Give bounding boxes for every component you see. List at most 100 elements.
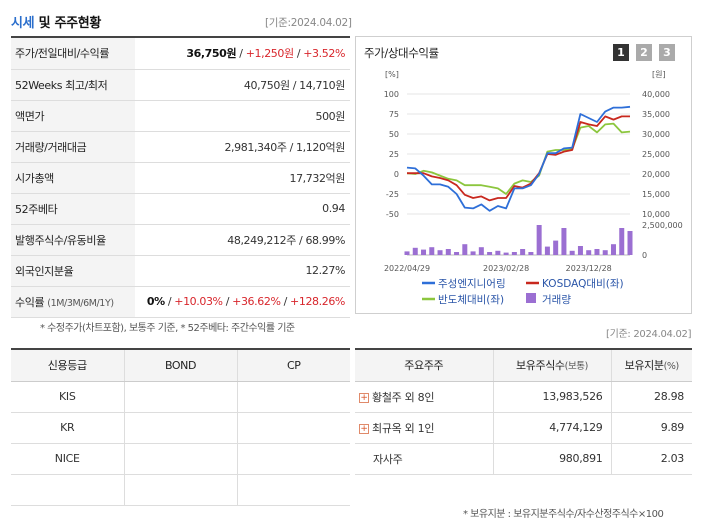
- row-value: 500원: [135, 100, 350, 132]
- holders-footnote: * 보유지분 : 보유지분주식수/자수산정주식수×100: [463, 509, 664, 520]
- cp-rating: [236, 381, 350, 413]
- right-tick-label: 15,000: [642, 190, 670, 199]
- x-tick-label: 2023/02/28: [483, 264, 529, 273]
- table-row: [11, 474, 350, 506]
- table-row: 발행주식수/유동비율 48,249,212주 / 68.99%: [11, 224, 350, 256]
- volume-bar: [445, 249, 451, 255]
- col-header: 주요주주: [355, 348, 493, 382]
- agency-name: KIS: [11, 381, 124, 413]
- row-label: 52주베타: [11, 193, 135, 225]
- table-row: KR: [11, 412, 350, 444]
- legend-label: 주성엔지니어링: [438, 278, 506, 290]
- chart-panel: [355, 36, 692, 314]
- legend-swatch: [526, 293, 536, 303]
- volume-bar: [495, 250, 501, 255]
- table-row: NICE: [11, 443, 350, 475]
- row-label: 발행주식수/유동비율: [11, 224, 135, 256]
- col-header-main: 보유주식수: [516, 359, 565, 373]
- holders-base-date: [기준: 2024.04.02]: [606, 329, 692, 340]
- volume-bar: [561, 228, 567, 255]
- return-1m: 0%: [146, 295, 165, 308]
- table-row: 외국인지분율 12.27%: [11, 255, 350, 287]
- chart-page-3-button[interactable]: 3: [659, 44, 675, 61]
- table-row: 52주베타 0.94: [11, 193, 350, 225]
- left-axis-unit: [%]: [385, 70, 399, 79]
- agency-name: [11, 474, 124, 506]
- chart-page-1-button[interactable]: 1: [613, 44, 629, 61]
- row-value: 17,732억원: [135, 162, 350, 194]
- expand-icon[interactable]: +: [359, 423, 369, 434]
- right-tick-label: 25,000: [642, 150, 670, 159]
- volume-bar: [454, 252, 460, 255]
- volume-bar: [470, 251, 476, 255]
- holder-cell: 자사주: [355, 443, 493, 475]
- col-header-sub: (보통): [564, 361, 589, 373]
- row-value: 40,750원 / 14,710원: [135, 69, 350, 101]
- volume-bar: [544, 246, 550, 255]
- row-label: 거래량/거래대금: [11, 131, 135, 163]
- return-6m: +36.62%: [232, 295, 281, 308]
- agency-name: NICE: [11, 443, 124, 475]
- table-header-row: 신용등급 BOND CP: [11, 348, 350, 382]
- table-row: + 황철주 외 8인 13,983,526 28.98: [355, 381, 692, 413]
- left-tick-label: 100: [384, 90, 399, 99]
- right-tick-label: 10,000: [642, 210, 670, 219]
- holder-shares: 980,891: [492, 443, 611, 475]
- table-row: 거래량/거래대금 2,981,340주 / 1,120억원: [11, 131, 350, 163]
- table-row: 주가/전일대비/수익률 36,750원 / +1,250원 / +3.52%: [11, 38, 350, 70]
- volume-bar: [602, 250, 608, 255]
- footnote: * 수정주가(차트포함), 보통주 기준, * 52주베타: 주간수익률 기준: [40, 323, 295, 334]
- title-shareholders: 및 주주현황: [38, 16, 102, 31]
- volume-bars: [404, 225, 633, 255]
- volume-bar: [528, 252, 534, 255]
- row-label: 수익률 (1M/3M/6M/1Y): [11, 286, 135, 318]
- table-row: 52Weeks 최고/최저 40,750원 / 14,710원: [11, 69, 350, 101]
- right-tick-label: 40,000: [642, 90, 670, 99]
- holder-name: 황철주 외 8인: [372, 390, 435, 404]
- bond-rating: [123, 443, 237, 475]
- left-tick-label: -25: [386, 190, 399, 199]
- bond-rating: [123, 412, 237, 444]
- series-line: [406, 122, 631, 195]
- left-tick-label: 0: [394, 170, 399, 179]
- series-line: [406, 105, 631, 212]
- series-line: [407, 115, 630, 202]
- volume-bar: [429, 247, 435, 255]
- axis-ticks: 100 40,000 75 35,000 50 30,000 25 25,000 0 20,000…: [384, 90, 683, 273]
- x-tick-label: 2023/12/28: [566, 264, 612, 273]
- table-row: 수익률 (1M/3M/6M/1Y) 0% / +10.03% / +36.62%…: [11, 286, 350, 318]
- right-tick-label: 30,000: [642, 130, 670, 139]
- row-value: 2,981,340주 / 1,120억원: [135, 131, 350, 163]
- cp-rating: [236, 474, 350, 506]
- volume-bar: [577, 246, 583, 255]
- expand-icon[interactable]: +: [359, 392, 369, 403]
- price-change-rate: +3.52%: [303, 47, 345, 61]
- row-label: 52Weeks 최고/최저: [11, 69, 135, 101]
- returns-periods: (1M/3M/6M/1Y): [47, 297, 114, 309]
- price-change: +1,250원: [245, 47, 294, 61]
- cp-rating: [236, 443, 350, 475]
- volume-bar: [553, 240, 559, 255]
- volume-bar: [478, 247, 484, 255]
- col-header: BOND: [123, 348, 237, 382]
- holder-pct: 28.98: [610, 381, 692, 413]
- col-header: 신용등급: [11, 348, 124, 382]
- row-label: 시가총액: [11, 162, 135, 194]
- title-price[interactable]: 시세: [11, 16, 35, 31]
- holder-shares: 4,774,129: [492, 412, 611, 444]
- volume-bar: [520, 249, 526, 255]
- volume-bar: [610, 244, 616, 255]
- volume-bar: [569, 250, 575, 255]
- table-row: KIS: [11, 381, 350, 413]
- return-3m: +10.03%: [174, 295, 223, 308]
- divider: [11, 36, 350, 38]
- agency-name: KR: [11, 412, 124, 444]
- row-value: 0.94: [135, 193, 350, 225]
- holder-shares: 13,983,526: [492, 381, 611, 413]
- chart-title: 주가/상대수익률: [364, 46, 439, 60]
- holder-name: 최규옥 외 1인: [372, 421, 435, 435]
- volume-bar: [404, 251, 410, 255]
- chart-page-2-button[interactable]: 2: [636, 44, 652, 61]
- row-value: 36,750원 / +1,250원 / +3.52%: [135, 38, 350, 70]
- volume-bar: [536, 225, 542, 255]
